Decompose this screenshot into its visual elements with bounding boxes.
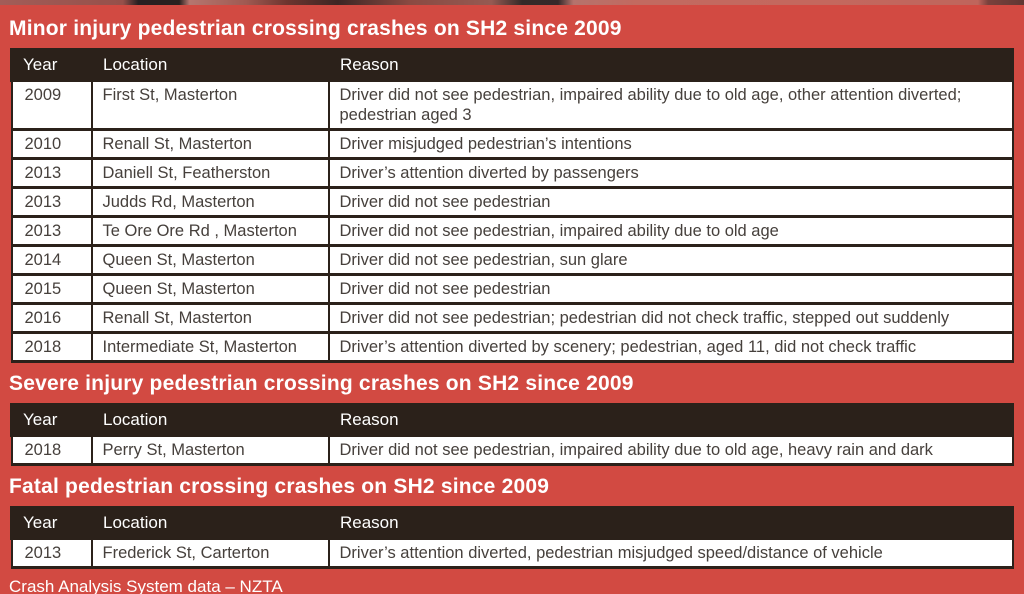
table-row: 2018 Perry St, Masterton Driver did not …: [10, 434, 1014, 466]
cell-location: Daniell St, Featherston: [90, 157, 330, 189]
header-row: Year Location Reason: [10, 48, 1014, 82]
cell-year: 2013: [10, 186, 93, 218]
table-row: 2013 Frederick St, Carterton Driver’s at…: [10, 537, 1014, 569]
header-row: Year Location Reason: [10, 506, 1014, 540]
header-cell-reason: Reason: [327, 403, 1014, 437]
cell-year: 2018: [10, 331, 93, 363]
cell-location: Queen St, Masterton: [90, 244, 330, 276]
cell-reason: Driver did not see pedestrian; pedestria…: [327, 302, 1014, 334]
photo-edge-strip: [0, 0, 1024, 5]
severe-injury-table: Year Location Reason 2018 Perry St, Mast…: [10, 403, 1014, 466]
cell-location: First St, Masterton: [90, 79, 330, 131]
section-title-fatal: Fatal pedestrian crossing crashes on SH2…: [9, 475, 550, 498]
cell-location: Frederick St, Carterton: [90, 537, 330, 569]
cell-location: Queen St, Masterton: [90, 273, 330, 305]
cell-year: 2018: [10, 434, 93, 466]
table-row: 2014 Queen St, Masterton Driver did not …: [10, 244, 1014, 276]
data-source-caption: Crash Analysis System data – NZTA: [9, 577, 283, 594]
header-row: Year Location Reason: [10, 403, 1014, 437]
cell-location: Renall St, Masterton: [90, 128, 330, 160]
table-row: 2009 First St, Masterton Driver did not …: [10, 79, 1014, 131]
header-cell-location: Location: [90, 506, 330, 540]
cell-location: Te Ore Ore Rd , Masterton: [90, 215, 330, 247]
cell-location: Renall St, Masterton: [90, 302, 330, 334]
cell-year: 2014: [10, 244, 93, 276]
cell-year: 2009: [10, 79, 93, 131]
cell-reason: Driver did not see pedestrian, impaired …: [327, 79, 1014, 131]
cell-year: 2013: [10, 537, 93, 569]
cell-location: Judds Rd, Masterton: [90, 186, 330, 218]
fatal-table: Year Location Reason 2013 Frederick St, …: [10, 506, 1014, 569]
header-cell-reason: Reason: [327, 506, 1014, 540]
header-cell-reason: Reason: [327, 48, 1014, 82]
section-title-minor: Minor injury pedestrian crossing crashes…: [9, 17, 622, 40]
table-row: 2016 Renall St, Masterton Driver did not…: [10, 302, 1014, 334]
table-row: 2013 Judds Rd, Masterton Driver did not …: [10, 186, 1014, 218]
cell-reason: Driver’s attention diverted by passenger…: [327, 157, 1014, 189]
cell-reason: Driver did not see pedestrian: [327, 186, 1014, 218]
table-row: 2015 Queen St, Masterton Driver did not …: [10, 273, 1014, 305]
cell-location: Intermediate St, Masterton: [90, 331, 330, 363]
cell-reason: Driver did not see pedestrian, impaired …: [327, 215, 1014, 247]
table-row: 2010 Renall St, Masterton Driver misjudg…: [10, 128, 1014, 160]
cell-location: Perry St, Masterton: [90, 434, 330, 466]
cell-reason: Driver did not see pedestrian: [327, 273, 1014, 305]
header-cell-year: Year: [10, 506, 93, 540]
cell-year: 2015: [10, 273, 93, 305]
cell-reason: Driver misjudged pedestrian’s intentions: [327, 128, 1014, 160]
table-row: 2018 Intermediate St, Masterton Driver’s…: [10, 331, 1014, 363]
cell-reason: Driver’s attention diverted by scenery; …: [327, 331, 1014, 363]
cell-year: 2013: [10, 157, 93, 189]
section-title-severe: Severe injury pedestrian crossing crashe…: [9, 372, 634, 395]
cell-year: 2013: [10, 215, 93, 247]
header-cell-year: Year: [10, 48, 93, 82]
table-row: 2013 Daniell St, Featherston Driver’s at…: [10, 157, 1014, 189]
cell-year: 2010: [10, 128, 93, 160]
header-cell-location: Location: [90, 403, 330, 437]
cell-reason: Driver’s attention diverted, pedestrian …: [327, 537, 1014, 569]
table-row: 2013 Te Ore Ore Rd , Masterton Driver di…: [10, 215, 1014, 247]
cell-year: 2016: [10, 302, 93, 334]
cell-reason: Driver did not see pedestrian, impaired …: [327, 434, 1014, 466]
header-cell-year: Year: [10, 403, 93, 437]
minor-injury-table: Year Location Reason 2009 First St, Mast…: [10, 48, 1014, 363]
cell-reason: Driver did not see pedestrian, sun glare: [327, 244, 1014, 276]
header-cell-location: Location: [90, 48, 330, 82]
